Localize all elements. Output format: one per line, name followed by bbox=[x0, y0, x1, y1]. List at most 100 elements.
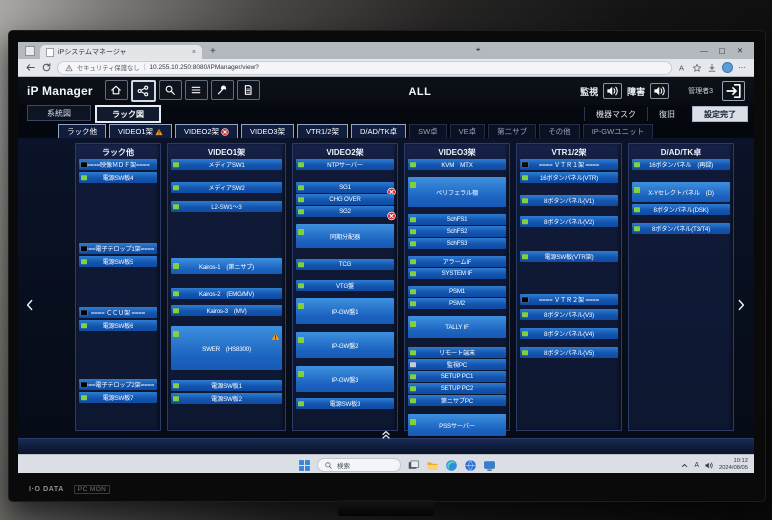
more-dots-icon[interactable]: ⋯ bbox=[738, 63, 747, 72]
device-item[interactable]: VTG盤 bbox=[296, 280, 394, 291]
device-item[interactable]: X-Yセレクトパネル (D) bbox=[632, 182, 730, 202]
volume-icon[interactable] bbox=[704, 459, 714, 472]
rack-tab-D/AD/TK卓[interactable]: D/AD/TK卓 bbox=[350, 124, 407, 138]
action-button-機器マスク[interactable]: 機器マスク bbox=[584, 107, 647, 121]
nav-button-wrench[interactable] bbox=[210, 80, 234, 100]
logout-button[interactable] bbox=[722, 81, 745, 101]
collapse-chevron-icon[interactable] bbox=[379, 427, 393, 439]
rack-tab-VE卓[interactable]: VE卓 bbox=[449, 124, 486, 138]
device-item[interactable]: 電源SW板4 bbox=[79, 172, 157, 183]
device-item[interactable]: 8ボタンパネル(V4) bbox=[520, 328, 618, 339]
device-item[interactable]: 16ボタンパネル (再録) bbox=[632, 159, 730, 170]
rack-tab-ラック他[interactable]: ラック他 bbox=[58, 124, 106, 138]
nav-button-document[interactable] bbox=[236, 80, 260, 100]
device-item[interactable]: SchFS3 bbox=[408, 238, 506, 249]
device-item[interactable]: 8ボタンパネル(V1) bbox=[520, 195, 618, 206]
device-item[interactable]: Kairos-3 (MV) bbox=[171, 305, 282, 316]
nav-button-home[interactable] bbox=[104, 80, 128, 100]
device-item[interactable]: ペリフェラル棚 bbox=[408, 177, 506, 207]
device-item[interactable]: リモート端末 bbox=[408, 347, 506, 358]
device-item[interactable]: SETUP PC2 bbox=[408, 383, 506, 394]
device-item[interactable]: Kairos-1 (第ニサブ) bbox=[171, 258, 282, 274]
device-item[interactable]: 電源SW板6 bbox=[79, 320, 157, 331]
rack-tab-VIDEO2架[interactable]: VIDEO2架 bbox=[175, 124, 239, 138]
device-item[interactable]: ====映像ＭＤＦ架==== bbox=[79, 159, 157, 170]
device-item[interactable]: KVM MTX bbox=[408, 159, 506, 170]
device-item[interactable]: SWER (HS8300) bbox=[171, 326, 282, 370]
device-item[interactable]: PSM1 bbox=[408, 286, 506, 297]
rack-tab-VTR1/2架[interactable]: VTR1/2架 bbox=[297, 124, 348, 138]
device-item[interactable]: CHG OVER bbox=[296, 194, 394, 205]
windows-icon[interactable] bbox=[298, 459, 311, 472]
action-button-復旧[interactable]: 復旧 bbox=[647, 107, 686, 121]
device-item[interactable]: IP-GW盤2 bbox=[296, 332, 394, 358]
device-item[interactable]: SchFS2 bbox=[408, 226, 506, 237]
favorite-star-icon[interactable] bbox=[692, 63, 702, 73]
close-button[interactable]: ✕ bbox=[736, 46, 744, 55]
rack-tab-第二サブ[interactable]: 第二サブ bbox=[488, 124, 537, 138]
browser-icon[interactable] bbox=[464, 459, 477, 472]
device-item[interactable]: 電源SW板(VTR架) bbox=[520, 251, 618, 262]
device-item[interactable]: IP-GW盤3 bbox=[296, 366, 394, 392]
page-prev-button[interactable] bbox=[24, 296, 36, 314]
tab-close-icon[interactable]: × bbox=[191, 48, 196, 56]
device-item[interactable]: 電源SW板7 bbox=[79, 392, 157, 403]
ime-indicator[interactable]: A bbox=[694, 461, 699, 469]
clock[interactable]: 10:12 2024/08/05 bbox=[719, 458, 748, 472]
nav-button-network[interactable] bbox=[130, 80, 156, 102]
device-item[interactable]: ====電子テロップ1架==== bbox=[79, 243, 157, 254]
device-item[interactable]: 8ボタンパネル(DSK) bbox=[632, 204, 730, 215]
nav-button-search[interactable] bbox=[158, 80, 182, 100]
action-button-設定完了[interactable]: 設定完了 bbox=[692, 106, 748, 122]
explorer-icon[interactable] bbox=[426, 459, 439, 472]
device-item[interactable]: 電源SW板5 bbox=[79, 256, 157, 267]
display-icon[interactable] bbox=[483, 459, 496, 472]
back-icon[interactable] bbox=[25, 62, 36, 73]
device-item[interactable]: 電源SW板2 bbox=[171, 393, 282, 404]
profile-avatar[interactable] bbox=[722, 62, 733, 73]
device-item[interactable]: 8ボタンパネル(V3) bbox=[520, 309, 618, 320]
edge-icon[interactable] bbox=[445, 459, 458, 472]
page-next-button[interactable] bbox=[735, 296, 747, 314]
device-item[interactable]: Kairos-2 (EMG/MV) bbox=[171, 288, 282, 299]
device-item[interactable]: NTPサーバー bbox=[296, 159, 394, 170]
device-item[interactable]: ====電子テロップ2架==== bbox=[79, 379, 157, 390]
device-item[interactable]: アラームIF bbox=[408, 256, 506, 267]
device-item[interactable]: IP-GW盤1 bbox=[296, 298, 394, 324]
device-item[interactable]: 同期分配器 bbox=[296, 224, 394, 248]
new-tab-button[interactable]: + bbox=[210, 46, 216, 57]
device-item[interactable]: SG1 bbox=[296, 182, 396, 196]
device-item[interactable]: 8ボタンパネル(V2) bbox=[520, 216, 618, 227]
device-item[interactable]: 8ボタンパネル(V5) bbox=[520, 347, 618, 358]
device-item[interactable]: ==== ＣＣＵ架 ==== bbox=[79, 307, 157, 318]
download-icon[interactable] bbox=[707, 63, 717, 73]
device-item[interactable]: 電源SW板1 bbox=[171, 380, 282, 391]
taskbar-search-box[interactable]: 検索 bbox=[317, 458, 401, 472]
fault-speaker-button[interactable] bbox=[650, 83, 670, 99]
rack-tab-IP-GWユニット[interactable]: IP-GWユニット bbox=[582, 124, 654, 138]
device-item[interactable]: ==== ＶＴＲ１架 ==== bbox=[520, 159, 618, 170]
rack-tab-その他[interactable]: その他 bbox=[539, 124, 580, 138]
device-item[interactable]: SYSTEM IF bbox=[408, 268, 506, 279]
view-tab-系統図[interactable]: 系統図 bbox=[27, 105, 91, 121]
taskview-icon[interactable] bbox=[407, 459, 420, 472]
device-item[interactable]: 第ニサブPC bbox=[408, 395, 506, 406]
minimize-button[interactable]: — bbox=[700, 46, 708, 55]
translate-icon[interactable]: A bbox=[677, 63, 687, 73]
view-tab-ラック図[interactable]: ラック図 bbox=[95, 105, 161, 123]
monitor-speaker-button[interactable] bbox=[603, 83, 623, 99]
device-item[interactable]: SchFS1 bbox=[408, 214, 506, 225]
rack-tab-VIDEO3架[interactable]: VIDEO3架 bbox=[241, 124, 295, 138]
maximize-button[interactable]: ▢ bbox=[718, 46, 726, 55]
device-item[interactable]: TALLY IF bbox=[408, 316, 506, 338]
device-item[interactable]: SG2 bbox=[296, 206, 396, 220]
device-item[interactable]: メディアSW1 bbox=[171, 159, 282, 170]
device-item[interactable]: 16ボタンパネル(VTR) bbox=[520, 172, 618, 183]
device-item[interactable]: 8ボタンパネル(T3/T4) bbox=[632, 223, 730, 234]
tray-chevron-icon[interactable] bbox=[680, 459, 689, 472]
refresh-icon[interactable] bbox=[41, 62, 52, 73]
address-bar[interactable]: セキュリティ保護なし | 10.255.10.250:8080/iPManage… bbox=[57, 60, 672, 75]
nav-button-menu[interactable] bbox=[184, 80, 208, 100]
rack-tab-VIDEO1架[interactable]: VIDEO1架 bbox=[109, 124, 173, 138]
rack-tab-SW卓[interactable]: SW卓 bbox=[409, 124, 447, 138]
